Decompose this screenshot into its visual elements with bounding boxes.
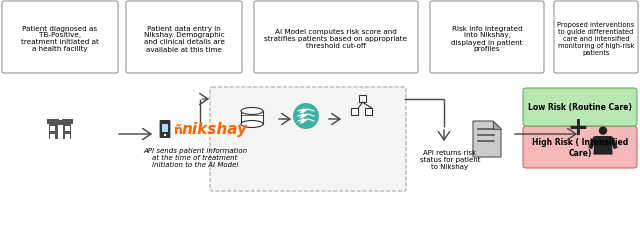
FancyBboxPatch shape bbox=[523, 126, 637, 168]
Text: Patient diagnosed as
TB-Positive,
treatment initiated at
a health facility: Patient diagnosed as TB-Positive, treatm… bbox=[21, 25, 99, 52]
Bar bbox=[162, 124, 168, 132]
Bar bbox=[241, 111, 263, 124]
Bar bbox=[351, 109, 358, 116]
FancyBboxPatch shape bbox=[430, 2, 544, 74]
Ellipse shape bbox=[241, 108, 263, 115]
FancyBboxPatch shape bbox=[523, 89, 637, 126]
Bar bbox=[58, 126, 63, 137]
FancyBboxPatch shape bbox=[159, 121, 170, 138]
Bar bbox=[58, 112, 61, 120]
Text: API returns risk
status for patient
to Nikshay: API returns risk status for patient to N… bbox=[420, 149, 480, 169]
Polygon shape bbox=[473, 121, 501, 157]
Bar bbox=[365, 109, 372, 116]
Text: AI Model computes risk score and
stratifies patients based on appropriate
thresh: AI Model computes risk score and stratif… bbox=[264, 29, 408, 49]
Bar bbox=[51, 134, 55, 139]
Bar bbox=[65, 134, 70, 139]
Text: Low Risk (Routine Care): Low Risk (Routine Care) bbox=[528, 103, 632, 112]
FancyBboxPatch shape bbox=[254, 2, 418, 74]
Bar bbox=[58, 134, 63, 139]
FancyBboxPatch shape bbox=[210, 88, 406, 191]
Text: API sends patient information
at the time of treatment
initiation to the AI Mode: API sends patient information at the tim… bbox=[143, 147, 247, 167]
Bar bbox=[56, 115, 64, 118]
Text: Patient data entry in
Nikshay. Demographic
and clinical details are
available at: Patient data entry in Nikshay. Demograph… bbox=[143, 25, 225, 52]
FancyBboxPatch shape bbox=[126, 2, 242, 74]
Bar bbox=[51, 142, 55, 147]
Bar bbox=[51, 126, 55, 131]
Polygon shape bbox=[493, 121, 501, 129]
Text: ñ: ñ bbox=[174, 124, 183, 137]
Circle shape bbox=[293, 104, 319, 129]
Text: Risk info integrated
into Nikshay,
displayed in patient
profiles: Risk info integrated into Nikshay, displ… bbox=[451, 25, 523, 52]
Bar bbox=[65, 126, 70, 131]
Bar bbox=[58, 126, 63, 131]
Bar bbox=[65, 142, 70, 147]
Bar bbox=[49, 123, 71, 140]
Polygon shape bbox=[593, 136, 612, 155]
Text: nikshay: nikshay bbox=[182, 122, 248, 137]
Bar bbox=[359, 96, 366, 103]
Bar bbox=[47, 119, 73, 124]
Circle shape bbox=[164, 134, 166, 137]
Circle shape bbox=[599, 127, 607, 135]
FancyBboxPatch shape bbox=[554, 2, 638, 74]
Text: Proposed interventions
to guide differentiated
care and intensified
monitoring o: Proposed interventions to guide differen… bbox=[557, 22, 635, 56]
Text: High Risk ( Intensified
Care): High Risk ( Intensified Care) bbox=[532, 138, 628, 157]
Ellipse shape bbox=[241, 121, 263, 128]
FancyBboxPatch shape bbox=[2, 2, 118, 74]
Text: +: + bbox=[568, 116, 588, 139]
